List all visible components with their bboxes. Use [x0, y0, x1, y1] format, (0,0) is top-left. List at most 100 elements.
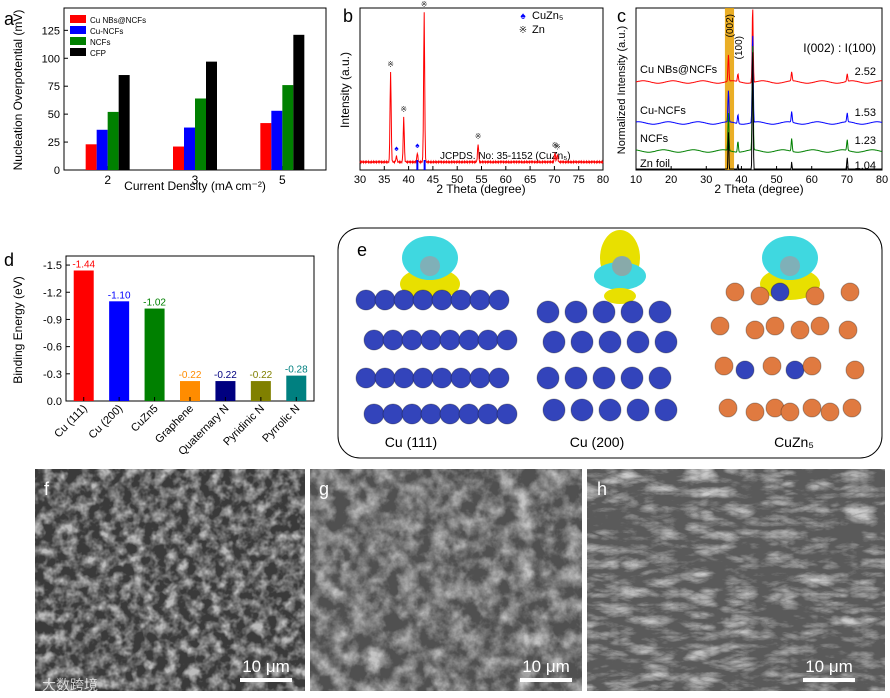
y-tick-label-d: -0.6: [43, 342, 62, 354]
cu-atom: [420, 329, 442, 351]
value-label-d: -0.28: [285, 365, 308, 376]
cu-atom: [620, 300, 644, 324]
cu-atom: [536, 366, 560, 390]
bar-a-NCFs: [107, 111, 119, 170]
charge-iso-yellow: [604, 288, 636, 304]
cu-atom: [542, 398, 566, 422]
x-tick-label-b: 35: [378, 174, 390, 186]
cu-atom: [469, 367, 491, 389]
bar-a-CFP: [206, 61, 217, 170]
scale-label-f: 10 μm: [242, 657, 290, 676]
cu-atom: [564, 300, 588, 324]
cu-atom: [496, 403, 518, 425]
cu-atom: [626, 398, 650, 422]
cu-atom: [496, 329, 518, 351]
x-tick-label-b: 60: [500, 174, 512, 186]
zn-atom: [842, 398, 862, 418]
xrd-curve-b: [359, 12, 604, 165]
cu-atom: [439, 329, 461, 351]
x-tick-label-c: 80: [876, 174, 888, 186]
peak-marker-b: ※: [475, 132, 482, 141]
panel-d-chart: Binding Energy (eV) 0.0 -0.3 -0.6 -0.9 -1.2 -…: [11, 255, 315, 458]
x-tick-label-d: Cu (200): [87, 403, 126, 442]
x-tick-label-c: 30: [700, 174, 712, 186]
legend-label-a: NCFs: [90, 38, 110, 47]
xrd-curve-c: [636, 52, 882, 170]
zn-atom: [838, 320, 858, 340]
cu-atom: [735, 360, 755, 380]
zn-atom: [710, 316, 730, 336]
scale-label-g: 10 μm: [522, 657, 570, 676]
series-label-c: Zn foil: [640, 158, 670, 170]
panel-a-chart: Current Density (mA cm⁻²) Nucleation Ove…: [11, 7, 327, 193]
x-tick-label-b: 45: [427, 174, 439, 186]
x-tick-label-c: 10: [630, 174, 642, 186]
panel-letter-g: g: [319, 479, 329, 499]
series-label-c: NCFs: [640, 133, 669, 145]
adsorbed-zn-atom: [780, 256, 800, 276]
charge-iso-cyan: [594, 262, 646, 290]
cu-atom: [654, 330, 678, 354]
zn-atom: [840, 282, 860, 302]
cu-atom: [564, 366, 588, 390]
cu-atom: [785, 360, 805, 380]
cu-atom: [450, 367, 472, 389]
peak-marker-b: ※: [421, 0, 428, 9]
bar-a-NCFs: [195, 98, 206, 170]
value-label-d: -1.10: [108, 290, 131, 301]
panel-letter-a: a: [4, 9, 15, 29]
bar-d-Cu (200): [109, 301, 130, 401]
cu-atom: [382, 329, 404, 351]
sem-panel-g: g 10 μm: [310, 469, 582, 691]
cu-atom: [469, 289, 491, 311]
cu-atom: [363, 403, 385, 425]
bar-a-Cu NBs@NCFs: [173, 146, 184, 170]
zn-atom: [805, 286, 825, 306]
bar-d-Pyrrolic N: [286, 375, 307, 401]
series-label-c: Cu NBs@NCFs: [640, 64, 718, 76]
cu-atom: [431, 289, 453, 311]
bar-a-Cu-NCFs: [184, 127, 195, 170]
cu-atom: [536, 300, 560, 324]
panel-e-structures: e Cu (111) Cu (200) CuZn₅: [337, 227, 883, 459]
panel-letter-d: d: [4, 250, 14, 270]
x-tick-label-c: 40: [735, 174, 747, 186]
y-tick-label-a: 0: [54, 165, 60, 177]
xrd-curve-c: [636, 35, 882, 125]
zn-atom: [725, 282, 745, 302]
bar-d-Quaternary N: [215, 381, 236, 401]
sem-panel-f: f 10 μm: [35, 469, 305, 691]
bar-a-NCFs: [282, 85, 294, 170]
legend-symbol-b: ♠: [520, 11, 526, 22]
value-label-d: -0.22: [214, 370, 237, 381]
cu-atom: [374, 367, 396, 389]
peak-marker-b: ※: [400, 105, 407, 114]
cu-atom: [412, 289, 434, 311]
cu-atom: [363, 329, 385, 351]
cu-atom: [458, 403, 480, 425]
panel-c-frame: [635, 7, 883, 171]
highlight-band-c: [724, 8, 735, 170]
y-tick-label-d: -1.2: [43, 287, 62, 299]
cu-atom: [355, 289, 377, 311]
x-tick-label-c: 50: [770, 174, 782, 186]
zn-atom: [845, 360, 865, 380]
cu-atom: [626, 330, 650, 354]
adsorbed-zn-atom: [612, 256, 632, 276]
legend-swatch-a: [70, 37, 86, 45]
x-tick-label-b: 50: [451, 174, 463, 186]
legend-swatch-a: [70, 48, 86, 56]
ratio-label-c: 1.53: [855, 107, 876, 119]
zn-atom: [820, 402, 840, 422]
zn-atom: [745, 402, 765, 422]
cu-atom: [412, 367, 434, 389]
x-tick-label-d: Pyrrolic N: [260, 403, 302, 445]
cu-atom: [458, 329, 480, 351]
legend-swatch-a: [70, 26, 86, 34]
x-tick-label-a: 2: [104, 173, 111, 187]
peak-marker-b: ※: [387, 60, 394, 69]
y-tick-label-a: 125: [42, 25, 60, 37]
cu-atom: [450, 289, 472, 311]
bar-a-CFP: [118, 75, 130, 170]
x-tick-label-b: 65: [524, 174, 536, 186]
